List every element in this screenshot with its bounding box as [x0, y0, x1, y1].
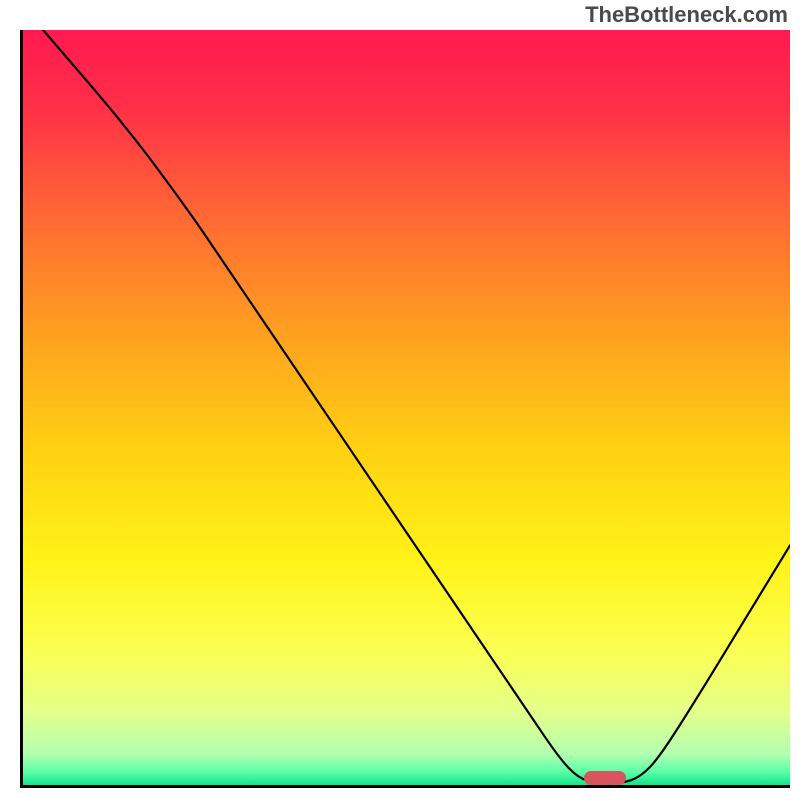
bottleneck-marker [584, 771, 626, 785]
watermark-text: TheBottleneck.com [585, 2, 788, 28]
x-axis-line [20, 785, 790, 788]
curve-line [20, 30, 790, 788]
y-axis-line [20, 30, 23, 788]
chart-container: TheBottleneck.com [0, 0, 800, 800]
plot-area [20, 30, 790, 788]
